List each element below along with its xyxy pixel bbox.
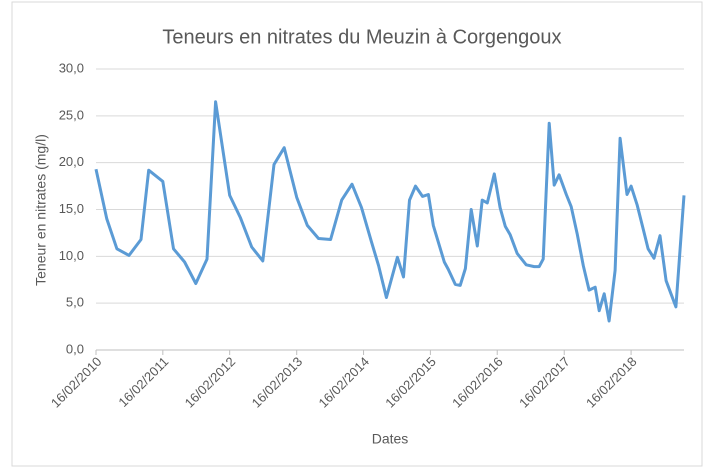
y-axis-label: Teneur en nitrates (mg/l) [33, 134, 49, 286]
y-tick-label: 30,0 [59, 60, 84, 75]
y-tick-label: 20,0 [59, 154, 84, 169]
x-axis-label: Dates [372, 431, 409, 447]
y-tick-label: 0,0 [66, 341, 84, 356]
chart-title: Teneurs en nitrates du Meuzin à Corgengo… [162, 26, 561, 48]
y-tick-label: 10,0 [59, 248, 84, 263]
y-tick-label: 5,0 [66, 295, 84, 310]
data-line [94, 100, 686, 323]
y-tick-label: 15,0 [59, 201, 84, 216]
y-tick-label: 25,0 [59, 107, 84, 122]
chart-frame [11, 1, 703, 467]
